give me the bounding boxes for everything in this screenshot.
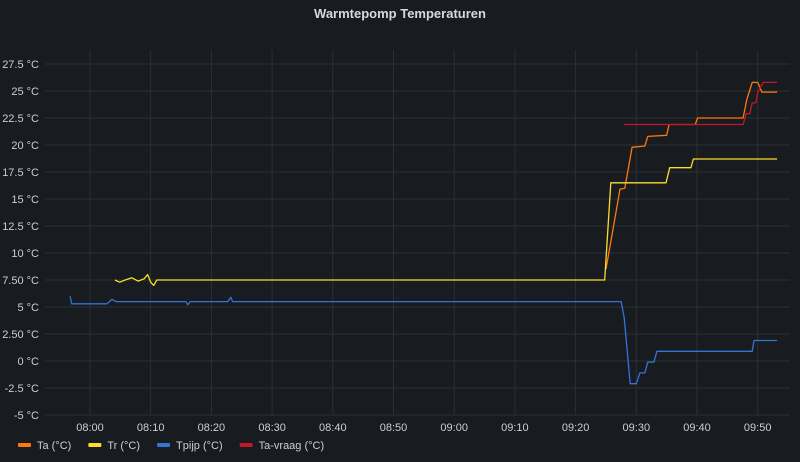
legend-swatch — [88, 443, 102, 447]
y-tick-label: -5 °C — [14, 410, 39, 422]
legend-item[interactable]: Tr (°C) — [88, 440, 140, 452]
x-tick-label: 09:00 — [440, 422, 468, 434]
legend-item[interactable]: Tpijp (°C) — [157, 440, 223, 452]
legend-swatch — [18, 443, 31, 447]
y-tick-label: 2.50 °C — [2, 329, 39, 341]
x-tick-label: 09:10 — [501, 422, 529, 434]
y-tick-label: 27.5 °C — [2, 59, 39, 71]
legend-swatch — [157, 443, 171, 447]
x-axis: 08:00 08:10 08:20 08:30 08:40 08:50 09:00 09:10… — [76, 422, 771, 434]
x-tick-label: 08:10 — [137, 422, 165, 434]
legend-label: Tpijp (°C) — [176, 440, 223, 452]
y-tick-label: 12.5 °C — [2, 221, 39, 233]
x-tick-label: 09:30 — [623, 422, 651, 434]
x-tick-label: 08:40 — [319, 422, 347, 434]
plot-area — [69, 81, 778, 385]
legend-label: Tr (°C) — [107, 440, 140, 452]
grid — [45, 50, 790, 416]
legend-label: Ta (°C) — [37, 440, 71, 452]
legend-swatch — [239, 443, 253, 447]
x-tick-label: 08:50 — [380, 422, 408, 434]
y-tick-label: 25 °C — [11, 86, 39, 98]
x-tick-label: 09:50 — [744, 422, 772, 434]
series-line-0[interactable] — [605, 81, 778, 270]
y-tick-label: 20 °C — [11, 140, 39, 152]
x-tick-label: 09:20 — [562, 422, 590, 434]
legend-label: Ta-vraag (°C) — [259, 440, 325, 452]
y-tick-label: 17.5 °C — [2, 167, 39, 179]
x-tick-label: 08:20 — [198, 422, 226, 434]
series-line-2[interactable] — [69, 296, 778, 385]
legend: Ta (°C) Tr (°C) Tpijp (°C) Ta-vraag (°C) — [18, 440, 324, 452]
legend-item[interactable]: Ta-vraag (°C) — [239, 440, 325, 452]
y-axis: 27.5 °C 25 °C 22.5 °C 20 °C 17.5 °C 15 °C 12.5… — [2, 59, 39, 422]
series-line-3[interactable] — [624, 81, 778, 126]
y-tick-label: 7.50 °C — [2, 275, 39, 287]
y-tick-label: 0 °C — [17, 356, 39, 368]
y-tick-label: 15 °C — [11, 194, 39, 206]
x-tick-label: 08:00 — [76, 422, 104, 434]
series-line-1[interactable] — [114, 158, 778, 287]
y-tick-label: -2.5 °C — [5, 383, 39, 395]
y-tick-label: 5 °C — [17, 302, 39, 314]
y-tick-label: 22.5 °C — [2, 113, 39, 125]
chart-title: Warmtepomp Temperaturen — [314, 6, 486, 21]
legend-item[interactable]: Ta (°C) — [18, 440, 71, 452]
x-tick-label: 09:40 — [683, 422, 711, 434]
x-tick-label: 08:30 — [258, 422, 286, 434]
y-tick-label: 10 °C — [11, 248, 39, 260]
